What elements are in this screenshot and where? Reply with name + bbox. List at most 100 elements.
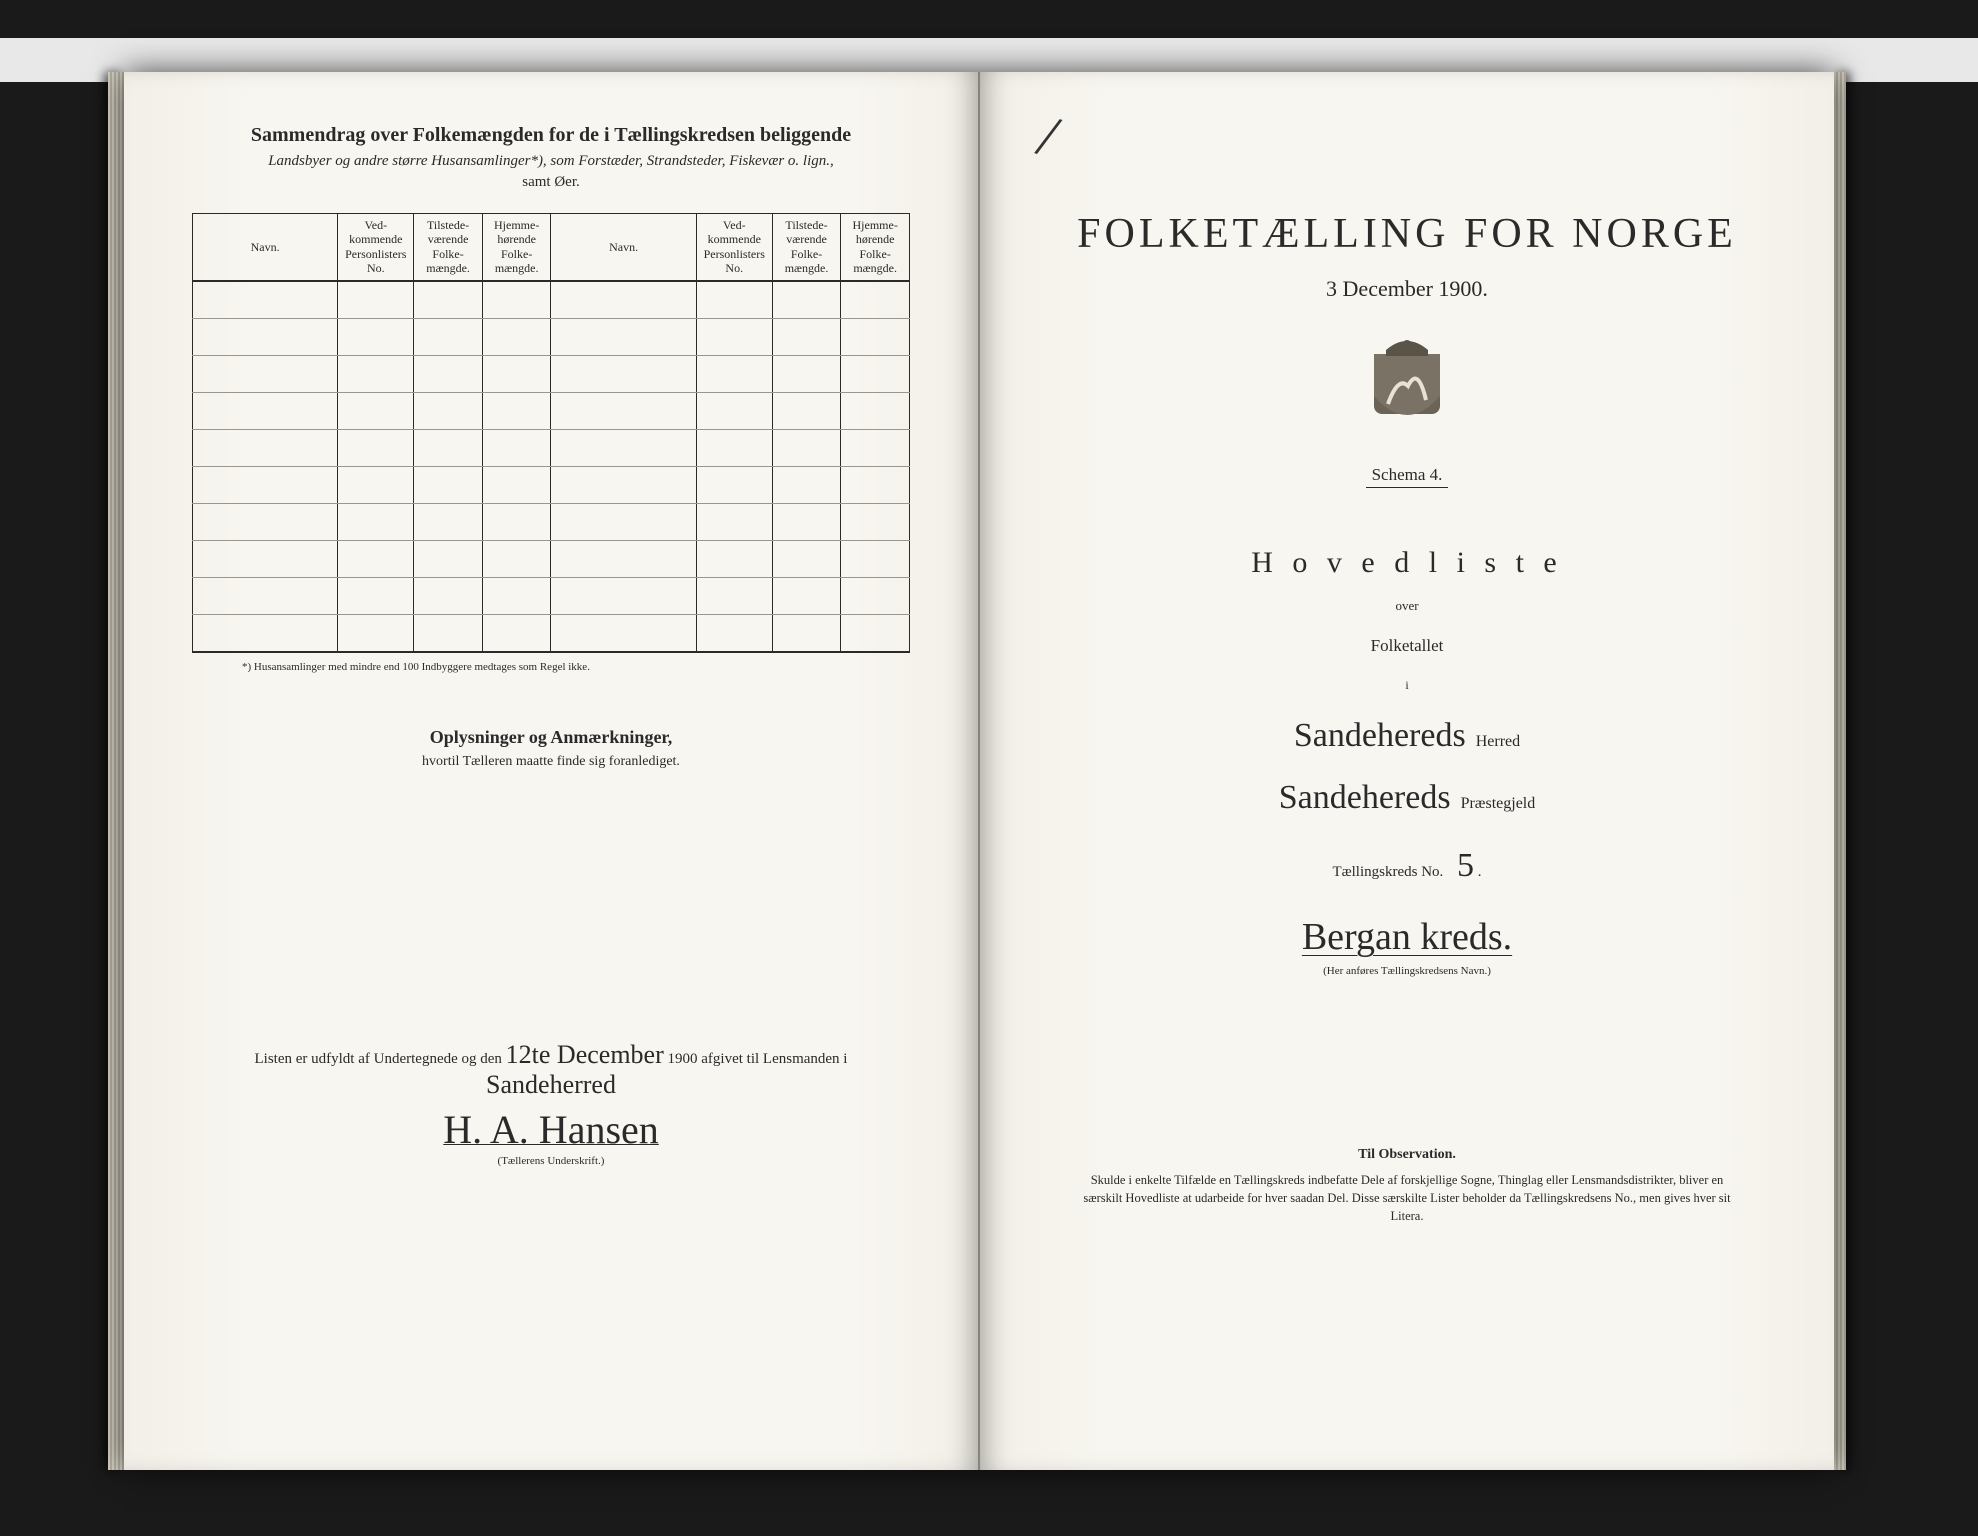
th-no-1: Ved- kommende Personlisters No.: [338, 214, 414, 281]
table-cell: [551, 318, 696, 355]
praeste-hand: Sandehereds: [1279, 779, 1451, 817]
left-page: Sammendrag over Folkemængden for de i Tæ…: [124, 72, 979, 1470]
table-header-row: Navn. Ved- kommende Personlisters No. Ti…: [193, 214, 910, 281]
hovedliste: H o v e d l i s t e: [1048, 546, 1766, 580]
table-cell: [482, 614, 551, 652]
census-title: FOLKETÆLLING FOR NORGE: [1048, 210, 1766, 258]
left-heading-2: Landsbyer og andre større Husansamlinger…: [192, 153, 910, 170]
table-row: [193, 392, 910, 429]
sig-year: 1900: [668, 1051, 698, 1067]
table-cell: [414, 281, 483, 319]
table-cell: [414, 355, 483, 392]
table-cell: [772, 577, 841, 614]
table-cell: [772, 429, 841, 466]
table-cell: [482, 503, 551, 540]
over-label: over: [1048, 598, 1766, 614]
page-stack-left: [108, 72, 124, 1470]
table-cell: [551, 503, 696, 540]
table-row: [193, 281, 910, 319]
coat-of-arms-icon: [1368, 336, 1446, 431]
table-row: [193, 503, 910, 540]
table-cell: [338, 392, 414, 429]
table-cell: [551, 614, 696, 652]
table-cell: [482, 318, 551, 355]
table-cell: [338, 355, 414, 392]
table-cell: [696, 466, 772, 503]
table-cell: [193, 281, 338, 319]
table-cell: [841, 503, 910, 540]
th-navn-2: Navn.: [551, 214, 696, 281]
observation-heading: Til Observation.: [1048, 1147, 1766, 1163]
signature-line: Listen er udfyldt af Undertegnede og den…: [192, 1040, 910, 1100]
table-cell: [772, 614, 841, 652]
table-cell: [696, 429, 772, 466]
table-cell: [193, 355, 338, 392]
table-cell: [414, 540, 483, 577]
table-cell: [414, 577, 483, 614]
table-cell: [414, 318, 483, 355]
table-cell: [551, 429, 696, 466]
table-cell: [338, 503, 414, 540]
table-cell: [414, 466, 483, 503]
i-label: i: [1048, 678, 1766, 693]
table-cell: [338, 281, 414, 319]
table-cell: [696, 318, 772, 355]
table-cell: [551, 355, 696, 392]
remarks-heading: Oplysninger og Anmærkninger,: [192, 727, 910, 748]
sig-mid: afgivet til Lensmanden i: [701, 1051, 847, 1067]
th-hjem-1: Hjemme- hørende Folke- mængde.: [482, 214, 551, 281]
table-cell: [696, 503, 772, 540]
table-cell: [551, 540, 696, 577]
table-row: [193, 429, 910, 466]
table-cell: [772, 540, 841, 577]
table-cell: [696, 540, 772, 577]
table-cell: [338, 429, 414, 466]
table-cell: [482, 429, 551, 466]
table-cell: [696, 392, 772, 429]
herred-label: Herred: [1476, 733, 1520, 751]
tkreds-dot: .: [1478, 864, 1482, 880]
th-tilst-1: Tilstede- værende Folke- mængde.: [414, 214, 483, 281]
table-cell: [696, 577, 772, 614]
table-cell: [338, 577, 414, 614]
table-cell: [696, 281, 772, 319]
signature-name: H. A. Hansen: [192, 1106, 910, 1153]
table-cell: [482, 577, 551, 614]
table-row: [193, 318, 910, 355]
page-stack-right: [1834, 72, 1846, 1470]
herred-hand: Sandehereds: [1294, 717, 1466, 755]
sig-date-hand: 12te December: [506, 1040, 664, 1069]
table-cell: [841, 281, 910, 319]
table-row: [193, 540, 910, 577]
table-cell: [772, 503, 841, 540]
table-cell: [841, 614, 910, 652]
table-cell: [772, 355, 841, 392]
table-cell: [841, 540, 910, 577]
sig-prefix: Listen er udfyldt af Undertegnede og den: [255, 1051, 502, 1067]
table-cell: [551, 281, 696, 319]
left-heading-1: Sammendrag over Folkemængden for de i Tæ…: [192, 124, 910, 147]
table-cell: [193, 429, 338, 466]
summary-table: Navn. Ved- kommende Personlisters No. Ti…: [192, 213, 910, 653]
folketallet-label: Folketallet: [1048, 636, 1766, 656]
observation-text: Skulde i enkelte Tilfælde en Tællingskre…: [1076, 1171, 1738, 1225]
th-tilst-2: Tilstede- værende Folke- mængde.: [772, 214, 841, 281]
right-page: / FOLKETÆLLING FOR NORGE 3 December 1900…: [979, 72, 1834, 1470]
table-cell: [193, 392, 338, 429]
praestegjeld-row: Sandehereds Præstegjeld: [1048, 779, 1766, 817]
table-cell: [841, 577, 910, 614]
kreds-name-row: Bergan kreds.: [1048, 915, 1766, 959]
open-book: Sammendrag over Folkemængden for de i Tæ…: [124, 72, 1834, 1470]
census-date: 3 December 1900.: [1048, 276, 1766, 302]
th-navn-1: Navn.: [193, 214, 338, 281]
table-row: [193, 355, 910, 392]
table-cell: [551, 392, 696, 429]
table-cell: [338, 318, 414, 355]
table-cell: [772, 466, 841, 503]
table-cell: [193, 318, 338, 355]
herred-row: Sandehereds Herred: [1048, 717, 1766, 755]
sig-name-hand: H. A. Hansen: [443, 1107, 659, 1152]
table-cell: [772, 281, 841, 319]
table-cell: [338, 540, 414, 577]
table-cell: [338, 466, 414, 503]
